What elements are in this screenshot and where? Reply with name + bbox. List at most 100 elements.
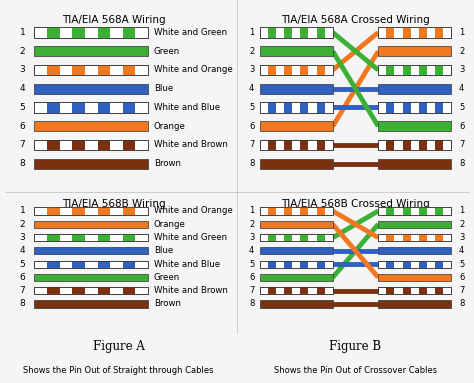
FancyBboxPatch shape bbox=[98, 65, 110, 75]
FancyBboxPatch shape bbox=[419, 140, 427, 150]
FancyBboxPatch shape bbox=[260, 140, 333, 150]
Text: 7: 7 bbox=[459, 286, 465, 295]
Text: 4: 4 bbox=[19, 84, 25, 93]
Text: 6: 6 bbox=[249, 273, 254, 282]
FancyBboxPatch shape bbox=[317, 102, 325, 113]
Text: 3: 3 bbox=[249, 65, 254, 74]
FancyBboxPatch shape bbox=[34, 102, 148, 113]
FancyBboxPatch shape bbox=[301, 287, 309, 294]
FancyBboxPatch shape bbox=[268, 234, 276, 241]
FancyBboxPatch shape bbox=[98, 102, 110, 113]
Text: 2: 2 bbox=[19, 47, 25, 56]
Text: 2: 2 bbox=[459, 220, 464, 229]
Text: TIA/EIA 568B Crossed Wiring: TIA/EIA 568B Crossed Wiring bbox=[281, 199, 430, 209]
FancyBboxPatch shape bbox=[123, 140, 136, 150]
FancyBboxPatch shape bbox=[301, 28, 309, 38]
FancyBboxPatch shape bbox=[284, 287, 292, 294]
Text: White and Brown: White and Brown bbox=[154, 286, 228, 295]
FancyBboxPatch shape bbox=[284, 28, 292, 38]
FancyBboxPatch shape bbox=[47, 287, 60, 294]
FancyBboxPatch shape bbox=[98, 208, 110, 214]
FancyBboxPatch shape bbox=[378, 287, 451, 294]
Text: 7: 7 bbox=[249, 141, 254, 149]
FancyBboxPatch shape bbox=[98, 28, 110, 38]
Text: Blue: Blue bbox=[154, 84, 173, 93]
Text: White and Blue: White and Blue bbox=[154, 260, 220, 268]
Text: White and Orange: White and Orange bbox=[154, 65, 233, 74]
Text: 8: 8 bbox=[19, 300, 25, 308]
Text: Brown: Brown bbox=[154, 300, 181, 308]
FancyBboxPatch shape bbox=[34, 46, 148, 56]
FancyBboxPatch shape bbox=[98, 140, 110, 150]
FancyBboxPatch shape bbox=[268, 65, 276, 75]
FancyBboxPatch shape bbox=[435, 28, 443, 38]
Text: 4: 4 bbox=[249, 84, 254, 93]
Text: 8: 8 bbox=[19, 159, 25, 168]
FancyBboxPatch shape bbox=[123, 208, 136, 214]
FancyBboxPatch shape bbox=[386, 65, 394, 75]
Text: 6: 6 bbox=[459, 273, 465, 282]
FancyBboxPatch shape bbox=[47, 140, 60, 150]
Text: Shows the Pin Out of Crossover Cables: Shows the Pin Out of Crossover Cables bbox=[274, 366, 437, 375]
Text: 8: 8 bbox=[249, 159, 254, 168]
FancyBboxPatch shape bbox=[34, 221, 148, 228]
Text: 1: 1 bbox=[459, 206, 464, 216]
FancyBboxPatch shape bbox=[386, 234, 394, 241]
FancyBboxPatch shape bbox=[72, 234, 85, 241]
Text: 1: 1 bbox=[19, 28, 25, 37]
FancyBboxPatch shape bbox=[34, 140, 148, 150]
Text: 6: 6 bbox=[249, 122, 254, 131]
FancyBboxPatch shape bbox=[317, 234, 325, 241]
Text: 4: 4 bbox=[459, 84, 464, 93]
Text: White and Orange: White and Orange bbox=[154, 206, 233, 216]
FancyBboxPatch shape bbox=[435, 234, 443, 241]
Text: 2: 2 bbox=[459, 47, 464, 56]
FancyBboxPatch shape bbox=[378, 83, 451, 94]
FancyBboxPatch shape bbox=[386, 28, 394, 38]
FancyBboxPatch shape bbox=[268, 260, 276, 268]
FancyBboxPatch shape bbox=[317, 260, 325, 268]
Text: White and Green: White and Green bbox=[154, 28, 227, 37]
FancyBboxPatch shape bbox=[123, 28, 136, 38]
FancyBboxPatch shape bbox=[419, 28, 427, 38]
Text: 1: 1 bbox=[249, 206, 254, 216]
Text: TIA/EIA 568B Wiring: TIA/EIA 568B Wiring bbox=[62, 199, 166, 209]
Text: 7: 7 bbox=[459, 141, 465, 149]
FancyBboxPatch shape bbox=[260, 247, 333, 254]
FancyBboxPatch shape bbox=[402, 260, 410, 268]
FancyBboxPatch shape bbox=[419, 234, 427, 241]
Text: Orange: Orange bbox=[154, 122, 186, 131]
FancyBboxPatch shape bbox=[378, 234, 451, 241]
FancyBboxPatch shape bbox=[260, 260, 333, 268]
FancyBboxPatch shape bbox=[301, 65, 309, 75]
FancyBboxPatch shape bbox=[98, 260, 110, 268]
FancyBboxPatch shape bbox=[260, 287, 333, 294]
FancyBboxPatch shape bbox=[402, 234, 410, 241]
FancyBboxPatch shape bbox=[402, 102, 410, 113]
FancyBboxPatch shape bbox=[402, 28, 410, 38]
FancyBboxPatch shape bbox=[386, 102, 394, 113]
FancyBboxPatch shape bbox=[284, 140, 292, 150]
FancyBboxPatch shape bbox=[284, 208, 292, 214]
FancyBboxPatch shape bbox=[123, 287, 136, 294]
Text: White and Blue: White and Blue bbox=[154, 103, 220, 112]
FancyBboxPatch shape bbox=[317, 208, 325, 214]
FancyBboxPatch shape bbox=[284, 234, 292, 241]
FancyBboxPatch shape bbox=[47, 28, 60, 38]
Text: 1: 1 bbox=[19, 206, 25, 216]
FancyBboxPatch shape bbox=[419, 65, 427, 75]
FancyBboxPatch shape bbox=[435, 65, 443, 75]
FancyBboxPatch shape bbox=[378, 208, 451, 214]
Text: 7: 7 bbox=[249, 286, 254, 295]
Text: 3: 3 bbox=[459, 233, 465, 242]
FancyBboxPatch shape bbox=[378, 65, 451, 75]
Text: 5: 5 bbox=[249, 103, 254, 112]
FancyBboxPatch shape bbox=[260, 121, 333, 131]
Text: 1: 1 bbox=[459, 28, 464, 37]
FancyBboxPatch shape bbox=[260, 300, 333, 308]
FancyBboxPatch shape bbox=[284, 65, 292, 75]
FancyBboxPatch shape bbox=[268, 28, 276, 38]
FancyBboxPatch shape bbox=[435, 260, 443, 268]
FancyBboxPatch shape bbox=[260, 208, 333, 214]
FancyBboxPatch shape bbox=[301, 208, 309, 214]
